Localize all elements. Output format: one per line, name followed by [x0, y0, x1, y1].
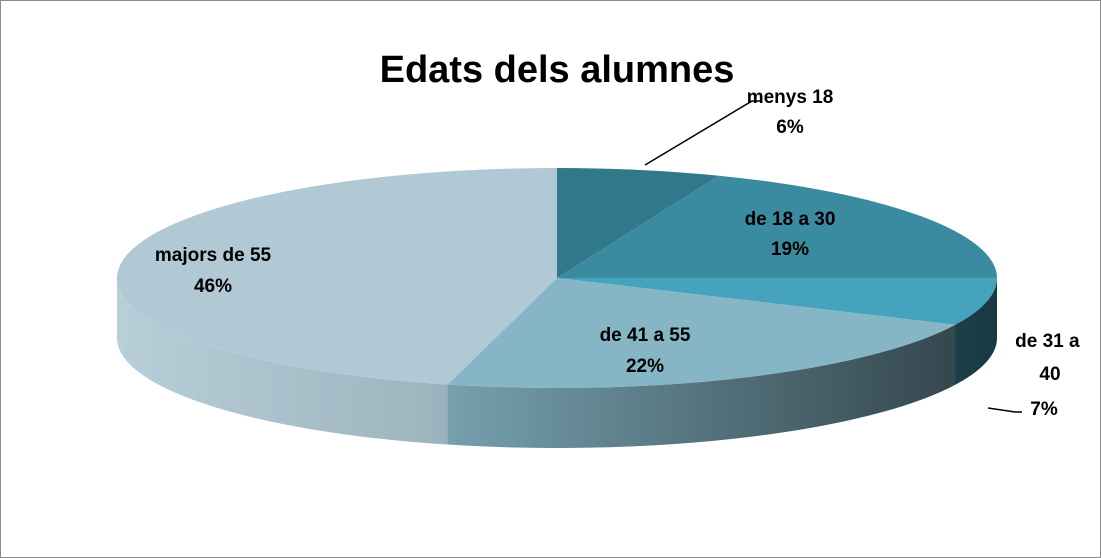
pie-slice	[447, 278, 956, 388]
pie-slice	[117, 168, 558, 385]
data-label-category: de 18 a 30	[745, 209, 836, 230]
leader-line	[644, 100, 760, 166]
pie-slice	[557, 278, 997, 325]
data-label-value: 22%	[626, 356, 664, 377]
data-label-value: 19%	[771, 239, 809, 260]
data-label-category: majors de 55	[155, 245, 272, 266]
data-label-category: de 31 a 40	[1015, 331, 1085, 385]
chart-title: Edats dels alumnes	[380, 49, 735, 91]
data-label-category: menys 18	[747, 87, 834, 108]
pie-slice	[557, 175, 997, 278]
data-label-category: de 41 a 55	[600, 325, 691, 346]
data-label-value: 46%	[194, 276, 232, 297]
data-label-value: 7%	[1030, 399, 1058, 420]
pie-slice	[557, 168, 719, 278]
leader-line	[987, 407, 1022, 413]
pie-wall-shade	[117, 278, 997, 448]
data-label-value: 6%	[776, 117, 804, 138]
